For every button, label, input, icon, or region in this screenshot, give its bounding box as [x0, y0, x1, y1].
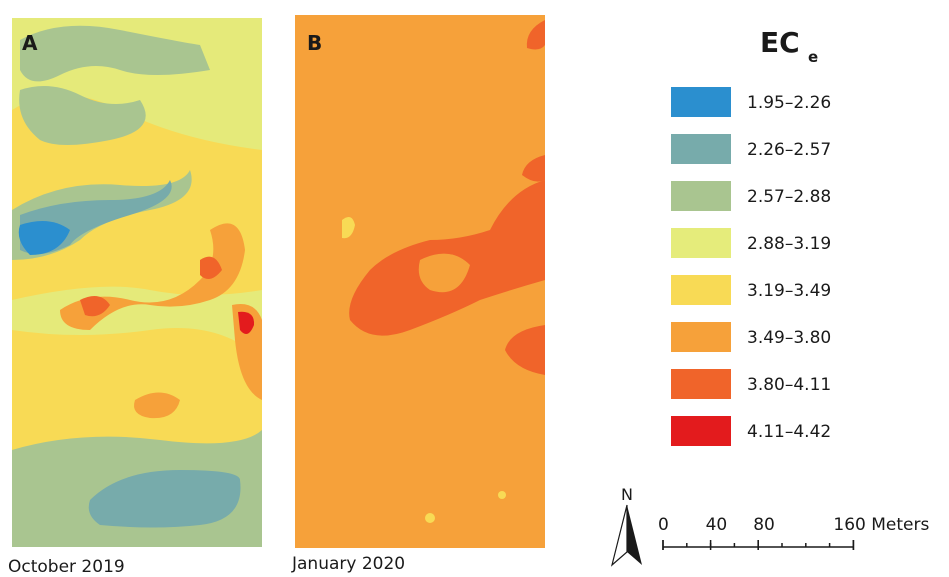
legend-swatch: [671, 275, 731, 305]
map-a: [12, 18, 262, 547]
legend: 1.95–2.26 2.26–2.57 2.57–2.88 2.88–3.19 3.19…: [671, 87, 831, 446]
scale-label: 0: [658, 515, 669, 535]
legend-label: 1.95–2.26: [747, 93, 831, 113]
legend-title-subscript: e: [808, 48, 818, 66]
legend-label: 3.80–4.11: [747, 375, 831, 395]
north-arrow: [610, 504, 628, 567]
map-b: [295, 15, 545, 548]
legend-swatch: [671, 181, 731, 211]
legend-label: 2.26–2.57: [747, 140, 831, 160]
legend-title: EC: [760, 26, 800, 59]
scale-label: 40: [706, 515, 728, 535]
legend-swatch: [671, 322, 731, 352]
panel-caption: January 2020: [291, 554, 405, 574]
scale-bar: 0 40 80 160 Meters: [658, 515, 929, 550]
legend-label: 2.57–2.88: [747, 187, 831, 207]
north-label: N: [621, 485, 633, 504]
panel-label: B: [307, 31, 322, 55]
panel-label: A: [22, 31, 38, 55]
legend-swatch: [671, 87, 731, 117]
legend-label: 4.11–4.42: [747, 422, 831, 442]
legend-swatch: [671, 416, 731, 446]
scale-label: 80: [753, 515, 775, 535]
legend-swatch: [671, 228, 731, 258]
legend-label: 3.19–3.49: [747, 281, 831, 301]
panel-caption: October 2019: [8, 557, 125, 577]
legend-swatch: [671, 369, 731, 399]
legend-label: 3.49–3.80: [747, 328, 831, 348]
legend-swatch: [671, 134, 731, 164]
legend-label: 2.88–3.19: [747, 234, 831, 254]
scale-label: 160 Meters: [833, 515, 929, 535]
north-arrow: [627, 505, 642, 565]
